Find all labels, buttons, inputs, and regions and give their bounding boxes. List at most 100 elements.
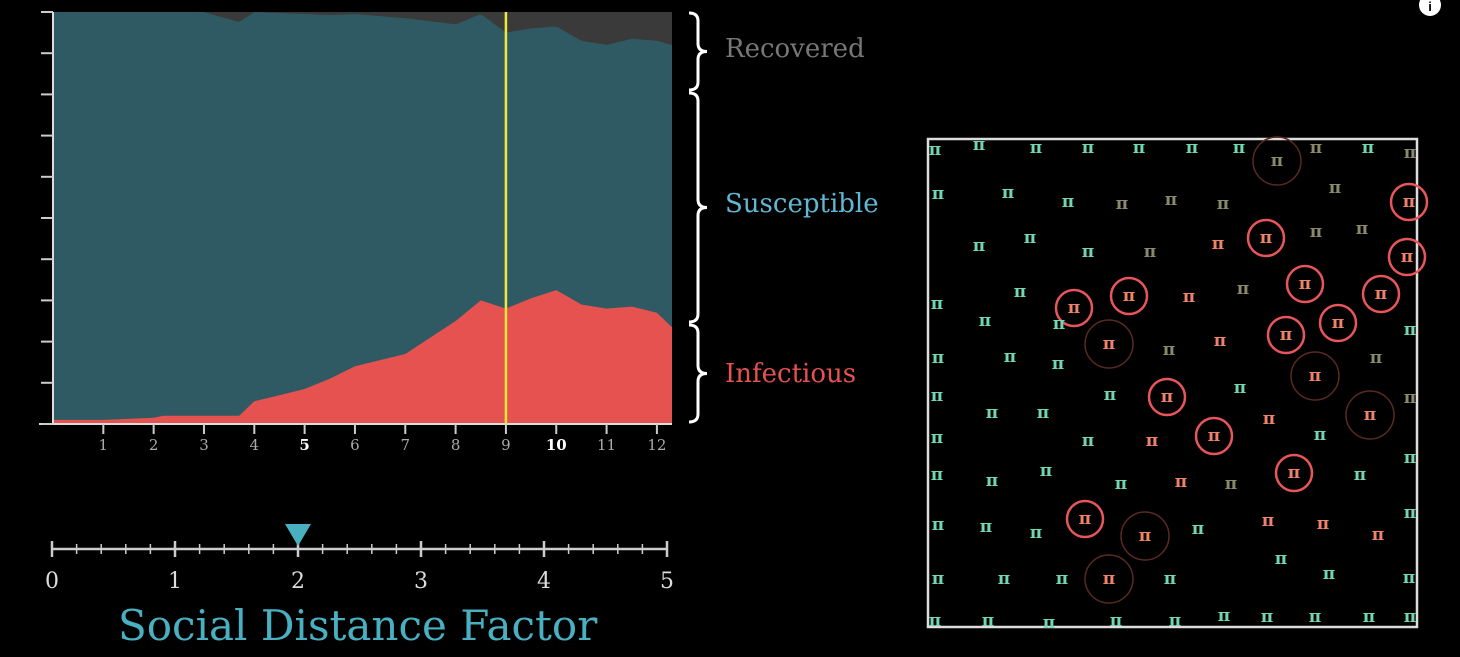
agent-susceptible: π: [1404, 503, 1416, 523]
infection-radius: [1285, 264, 1325, 304]
agent-infectious: π: [1364, 405, 1376, 425]
agent-susceptible: π: [1082, 242, 1094, 262]
agent-susceptible: π: [1037, 403, 1049, 423]
brace-recovered: [688, 11, 708, 92]
agent-susceptible: π: [980, 517, 992, 537]
agent-infectious: π: [1208, 426, 1220, 446]
agent-susceptible: π: [932, 515, 944, 535]
agent-susceptible: π: [1218, 606, 1230, 626]
agent-recovered: π: [1217, 194, 1229, 214]
agent-susceptible: π: [1104, 385, 1116, 405]
infection-radius: [1387, 237, 1427, 277]
agent-infectious: π: [1212, 234, 1224, 254]
agent-infectious: π: [1299, 274, 1311, 294]
agent-susceptible: π: [986, 403, 998, 423]
agent-susceptible: π: [1030, 523, 1042, 543]
agent-susceptible: π: [929, 611, 941, 631]
agent-recovered: π: [1271, 151, 1283, 171]
agent-infectious: π: [1139, 526, 1151, 546]
agent-susceptible: π: [1110, 611, 1122, 631]
infection-radius: [1252, 136, 1302, 186]
infection-radius: [1361, 274, 1401, 314]
agent-susceptible: π: [1404, 320, 1416, 340]
agent-infectious: π: [1372, 525, 1384, 545]
x-tick-label: 5: [299, 436, 309, 454]
agent-infectious: π: [1079, 509, 1091, 529]
infection-radius: [1194, 416, 1234, 456]
agent-susceptible: π: [1233, 138, 1245, 158]
agent-susceptible: π: [1362, 138, 1374, 158]
info-icon[interactable]: i: [1419, 0, 1441, 16]
agent-susceptible: π: [1056, 569, 1068, 589]
agent-recovered: π: [1237, 279, 1249, 299]
agent-infectious: π: [1103, 334, 1115, 354]
agent-susceptible: π: [1030, 138, 1042, 158]
agent-infectious: π: [1263, 409, 1275, 429]
agent-recovered: π: [1370, 348, 1382, 368]
infection-radius: [1120, 511, 1170, 561]
agent-susceptible: π: [931, 465, 943, 485]
agent-susceptible: π: [932, 569, 944, 589]
agent-recovered: π: [1163, 340, 1175, 360]
infection-radius: [1147, 377, 1187, 417]
legend-label-infectious: Infectious: [725, 359, 857, 389]
agent-recovered: π: [1356, 219, 1368, 239]
series-area-infectious: [53, 290, 672, 424]
agent-infectious: π: [1214, 331, 1226, 351]
infection-radius: [1266, 315, 1306, 355]
agent-susceptible: π: [973, 236, 985, 256]
agent-infectious: π: [1175, 472, 1187, 492]
agent-recovered: π: [1144, 242, 1156, 262]
slider-title: Social Distance Factor: [118, 601, 598, 650]
agent-susceptible: π: [1043, 613, 1055, 633]
agent-recovered: π: [1165, 190, 1177, 210]
agent-susceptible: π: [1082, 138, 1094, 158]
legend-label-recovered: Recovered: [725, 34, 865, 64]
agent-susceptible: π: [1192, 519, 1204, 539]
slider-handle[interactable]: [285, 524, 311, 546]
x-tick-label: 7: [401, 436, 411, 454]
brace-susceptible: [688, 91, 708, 324]
agent-infectious: π: [1332, 313, 1344, 333]
agent-recovered: π: [1404, 388, 1416, 408]
agent-susceptible: π: [1186, 138, 1198, 158]
agent-susceptible: π: [929, 140, 941, 160]
x-tick-label: 11: [597, 436, 616, 454]
x-tick-label: 3: [199, 436, 209, 454]
infection-radius: [1084, 319, 1134, 369]
infection-radius: [1345, 390, 1395, 440]
agent-infectious: π: [1161, 387, 1173, 407]
infection-radius: [1389, 182, 1429, 222]
agent-susceptible: π: [931, 386, 943, 406]
agent-susceptible: π: [1115, 474, 1127, 494]
infection-radius: [1084, 554, 1134, 604]
slider-tick-label: 5: [660, 569, 674, 594]
x-tick-label: 2: [149, 436, 159, 454]
agent-infectious: π: [1288, 463, 1300, 483]
agent-susceptible: π: [1403, 568, 1415, 588]
agent-infectious: π: [1262, 511, 1274, 531]
infection-radius: [1290, 351, 1340, 401]
agent-susceptible: π: [1082, 431, 1094, 451]
agent-susceptible: π: [1261, 607, 1273, 627]
agent-infectious: π: [1103, 569, 1115, 589]
agent-recovered: π: [1225, 474, 1237, 494]
agent-susceptible: π: [1169, 611, 1181, 631]
slider-tick-label: 3: [414, 569, 428, 594]
agent-infectious: π: [1309, 366, 1321, 386]
agent-infectious: π: [1260, 228, 1272, 248]
slider-tick-label: 0: [45, 569, 59, 594]
agent-infectious: π: [1183, 287, 1195, 307]
infection-radius: [1054, 288, 1094, 328]
agent-susceptible: π: [979, 311, 991, 331]
brace-infectious: [688, 323, 708, 424]
agent-infectious: π: [1401, 247, 1413, 267]
agent-susceptible: π: [1004, 347, 1016, 367]
x-tick-label: 10: [546, 436, 567, 454]
agent-recovered: π: [1116, 194, 1128, 214]
agent-susceptible: π: [982, 611, 994, 631]
agent-susceptible: π: [1354, 465, 1366, 485]
agent-susceptible: π: [1133, 138, 1145, 158]
